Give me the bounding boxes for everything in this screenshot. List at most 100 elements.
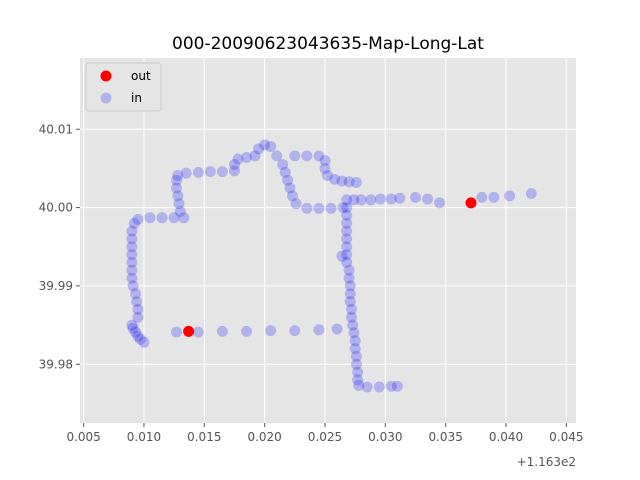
point-in [301, 202, 313, 214]
x-axis-offset-label: +1.163e2 [517, 455, 576, 469]
point-in [284, 182, 296, 194]
legend: out in [85, 62, 162, 112]
point-in [346, 311, 357, 323]
y-tick-label: 40.00 [39, 201, 73, 215]
point-out [465, 197, 477, 209]
point-in [126, 319, 138, 331]
point-in [174, 206, 186, 217]
point-in [128, 217, 140, 229]
point-in [180, 167, 192, 179]
point-in [341, 249, 353, 261]
point-in [313, 202, 325, 214]
x-tick-label: 0.030 [368, 430, 402, 444]
point-in [350, 358, 362, 370]
x-axis-ticks: 0.005 0.010 0.015 0.020 0.025 0.030 0.035 0.040… [66, 423, 584, 444]
point-in [476, 191, 488, 203]
point-in [126, 256, 138, 268]
y-tick-label: 39.98 [39, 357, 73, 371]
point-in [344, 288, 356, 300]
point-in [171, 174, 182, 186]
point-in [130, 326, 141, 338]
point-in [331, 323, 343, 335]
point-in [434, 197, 446, 209]
point-in [265, 325, 277, 337]
point-in [216, 325, 228, 337]
point-in [126, 225, 138, 237]
point-in [350, 177, 362, 188]
point-in [127, 280, 139, 292]
point-in [344, 280, 356, 292]
point-in [172, 190, 184, 202]
y-axis-ticks: 39.98 39.99 40.00 40.01 [39, 122, 80, 371]
point-in [173, 198, 185, 210]
point-in [348, 194, 360, 206]
point-in [232, 153, 244, 165]
point-in [204, 166, 216, 178]
point-in [192, 166, 204, 178]
point-in [336, 175, 348, 187]
point-in [126, 241, 138, 253]
point-in [347, 319, 359, 331]
point-in [329, 173, 341, 185]
chart-title: 000-20090623043635-Map-Long-Lat [172, 34, 484, 54]
point-in [385, 193, 397, 205]
point-in [525, 188, 537, 199]
point-in [229, 159, 240, 170]
point-in [282, 174, 294, 186]
point-in [346, 303, 357, 315]
data-points [126, 139, 537, 393]
point-in [337, 202, 349, 214]
point-in [341, 225, 353, 237]
point-in [325, 202, 337, 214]
point-in [253, 143, 265, 155]
point-in [352, 366, 364, 378]
point-in [286, 190, 298, 202]
point-in [352, 374, 364, 386]
point-in [350, 350, 362, 362]
point-in [343, 264, 355, 276]
point-in [319, 162, 331, 174]
point-in [144, 212, 156, 224]
point-in [241, 152, 252, 163]
point-in [319, 155, 331, 167]
point-in [410, 191, 421, 203]
point-in [341, 241, 353, 253]
x-tick-label: 0.020 [247, 430, 281, 444]
point-in [343, 176, 355, 188]
x-tick-label: 0.015 [187, 430, 221, 444]
point-in [172, 170, 184, 181]
point-in [192, 326, 204, 338]
point-in [132, 330, 144, 342]
legend-label-out: out [131, 69, 151, 83]
point-in [265, 141, 277, 152]
point-in [289, 150, 301, 162]
point-in [349, 335, 361, 347]
point-in [171, 182, 182, 194]
legend-marker-in [100, 92, 112, 104]
point-out [183, 325, 195, 337]
point-in [132, 213, 144, 225]
legend-label-in: in [131, 91, 142, 105]
point-in [259, 139, 271, 151]
y-tick-label: 39.99 [39, 279, 73, 293]
point-in [132, 311, 144, 323]
point-in [394, 192, 406, 204]
point-in [488, 191, 500, 203]
point-in [126, 233, 138, 245]
point-in [343, 272, 355, 284]
point-in [348, 327, 360, 339]
x-tick-label: 0.035 [428, 430, 462, 444]
grid-lines [80, 58, 576, 423]
point-in [301, 150, 313, 162]
point-in [168, 212, 180, 224]
x-tick-label: 0.010 [127, 430, 161, 444]
point-in [341, 209, 353, 221]
point-in [271, 150, 283, 162]
point-in [341, 202, 353, 214]
point-in [341, 233, 353, 245]
point-in [375, 193, 386, 205]
point-in [373, 381, 385, 393]
point-in [132, 303, 144, 315]
point-in [229, 165, 240, 177]
